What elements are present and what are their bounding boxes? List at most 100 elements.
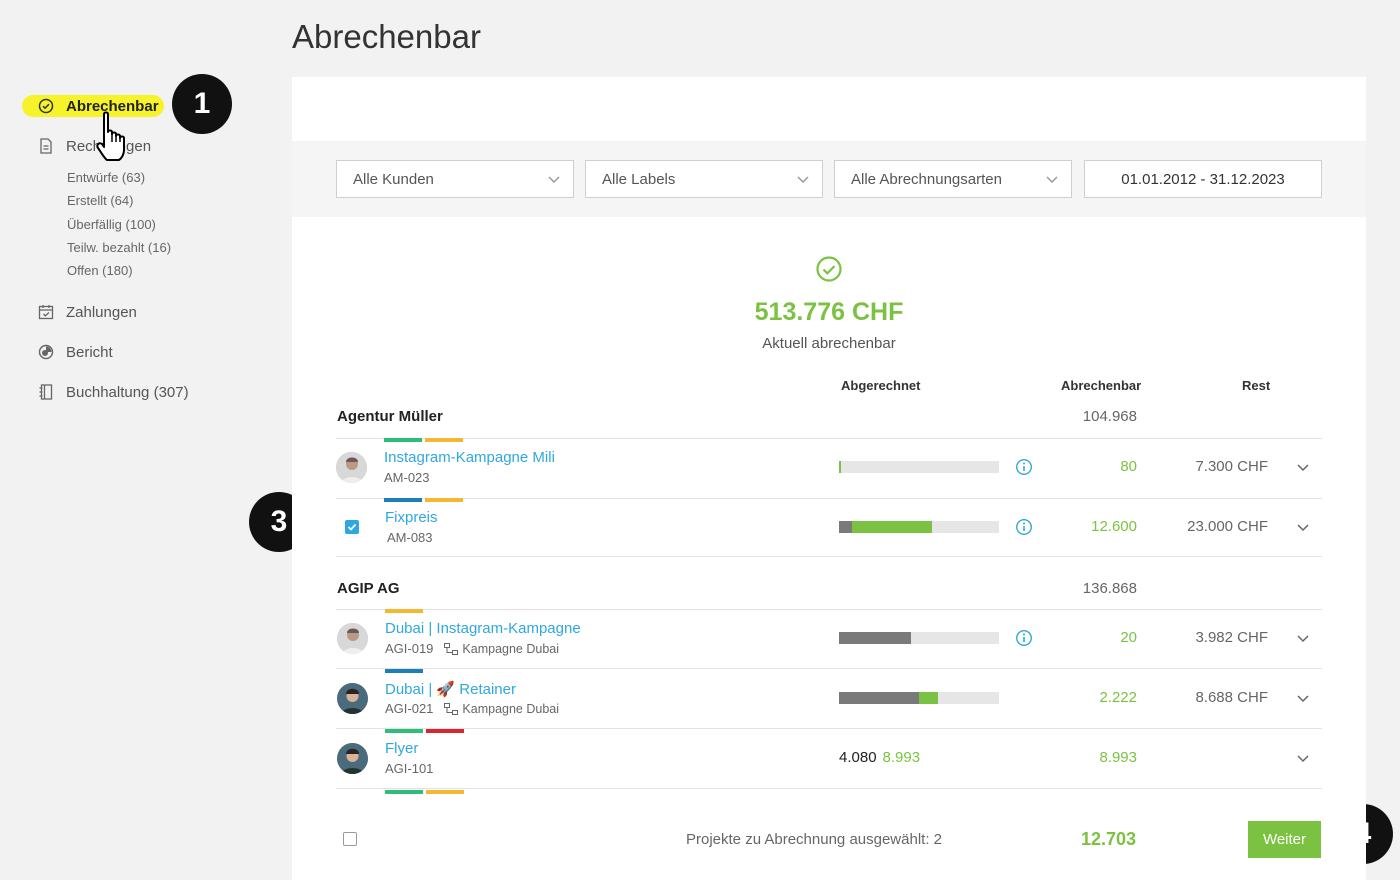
summary-caption: Aktuell abrechenbar xyxy=(762,335,896,352)
select-all-checkbox[interactable] xyxy=(343,832,357,846)
avatar xyxy=(337,623,368,654)
divider xyxy=(336,668,1322,669)
sidebar-subitem-ueberfaellig[interactable]: Überfällig (100) xyxy=(67,217,156,232)
project-tags xyxy=(384,438,463,442)
project-row[interactable]: Instagram-Kampagne Mili AM-023 80 7.300 … xyxy=(336,438,1322,496)
chevron-down-icon[interactable] xyxy=(1296,520,1310,534)
sidebar-item-bericht[interactable]: Bericht xyxy=(38,340,113,364)
rest-value: 23.000 CHF xyxy=(1187,518,1268,535)
label-filter-select[interactable]: Alle Labels xyxy=(585,160,823,198)
project-title-link[interactable]: Dubai | 🚀 Retainer xyxy=(385,681,516,698)
project-code-text: AGI-101 xyxy=(385,761,434,776)
hierarchy-icon xyxy=(444,642,459,655)
label-filter-value: Alle Labels xyxy=(602,170,676,188)
bar-billed-segment xyxy=(839,692,919,704)
project-checkbox[interactable] xyxy=(345,520,359,534)
project-row[interactable]: Fixpreis AM-083 12.600 23.000 CHF xyxy=(336,498,1322,556)
panel-header xyxy=(292,77,1366,141)
sidebar-subitem-teilw-bezahlt[interactable]: Teilw. bezahlt (16) xyxy=(67,240,172,255)
billing-type-filter-value: Alle Abrechnungsarten xyxy=(851,170,1002,188)
bar-billable-segment xyxy=(839,461,841,473)
billed-amount: 4.080 xyxy=(839,749,877,766)
project-row[interactable]: Dubai | 🚀 Retainer AGI-021 Kampagne Duba… xyxy=(336,669,1322,727)
sidebar-item-zahlungen[interactable]: Zahlungen xyxy=(38,300,137,324)
parent-project: Kampagne Dubai xyxy=(444,702,559,716)
progress-bar xyxy=(839,692,999,704)
billable-value: 12.600 xyxy=(1091,518,1137,535)
tag-color xyxy=(385,790,423,794)
project-title-link[interactable]: Fixpreis xyxy=(385,509,438,526)
selection-footer: Projekte zu Abrechnung ausgewählt: 2 12.… xyxy=(292,798,1366,880)
info-icon[interactable] xyxy=(1015,629,1033,647)
step-marker-1: 1 xyxy=(172,74,232,134)
billing-type-filter-select[interactable]: Alle Abrechnungsarten xyxy=(834,160,1072,198)
group-total: 104.968 xyxy=(1082,408,1137,425)
tag-color xyxy=(385,609,423,613)
customer-filter-select[interactable]: Alle Kunden xyxy=(336,160,574,198)
info-icon[interactable] xyxy=(1015,458,1033,476)
sidebar-item-abrechenbar[interactable]: Abrechenbar xyxy=(38,94,159,118)
info-icon[interactable] xyxy=(1015,518,1033,536)
tag-color xyxy=(426,790,464,794)
divider xyxy=(336,438,1322,439)
rest-value: 8.688 CHF xyxy=(1195,689,1268,706)
page-title: Abrechenbar xyxy=(292,18,481,55)
column-header-billable: Abrechenbar xyxy=(1061,378,1142,393)
divider xyxy=(336,498,1322,499)
group-name: Agentur Müller xyxy=(337,408,443,425)
parent-project-name: Kampagne Dubai xyxy=(462,701,560,716)
chevron-down-icon[interactable] xyxy=(1296,751,1310,765)
project-code: AGI-101 xyxy=(385,761,433,776)
project-title-link[interactable]: Flyer xyxy=(385,740,419,757)
sidebar-subitem-offen[interactable]: Offen (180) xyxy=(67,263,133,278)
summary: 513.776 CHF Aktuell abrechenbar xyxy=(292,255,1366,352)
chevron-down-icon[interactable] xyxy=(1296,691,1310,705)
chevron-down-icon xyxy=(797,176,809,184)
tag-color xyxy=(425,498,463,502)
project-row[interactable]: Dubai | Instagram-Kampagne AGI-019 Kampa… xyxy=(336,609,1322,667)
billed-billable-amount: 8.993 xyxy=(882,749,921,766)
check-circle-icon xyxy=(38,98,54,114)
tag-color xyxy=(425,438,463,442)
rest-value: 3.982 CHF xyxy=(1195,629,1268,646)
avatar xyxy=(337,683,368,714)
parent-project-name: Kampagne Dubai xyxy=(462,641,560,656)
chevron-down-icon xyxy=(548,176,560,184)
sidebar-subitem-erstellt[interactable]: Erstellt (64) xyxy=(67,193,134,208)
progress-bar xyxy=(839,461,999,473)
bar-billed-segment xyxy=(839,521,852,533)
selection-total: 12.703 xyxy=(1080,829,1136,849)
rest-value: 7.300 CHF xyxy=(1195,458,1268,475)
project-code: AGI-019 Kampagne Dubai xyxy=(385,641,559,656)
sidebar-subitem-entwuerfe[interactable]: Entwürfe (63) xyxy=(67,170,146,185)
chevron-down-icon[interactable] xyxy=(1296,460,1310,474)
divider xyxy=(336,788,1322,789)
chevron-down-icon[interactable] xyxy=(1296,631,1310,645)
project-tags xyxy=(384,498,463,502)
next-button[interactable]: Weiter xyxy=(1248,821,1321,858)
project-title-link[interactable]: Dubai | Instagram-Kampagne xyxy=(385,620,581,637)
project-tags xyxy=(385,609,423,613)
group-total: 136.868 xyxy=(1082,580,1137,597)
checkmark-icon xyxy=(347,523,357,531)
parent-project: Kampagne Dubai xyxy=(444,642,559,656)
billable-value: 20 xyxy=(1120,629,1137,646)
date-range-input[interactable]: 01.01.2012 - 31.12.2023 xyxy=(1084,160,1322,198)
active-highlight xyxy=(22,95,164,117)
sidebar-item-label: Zahlungen xyxy=(66,303,137,321)
project-row[interactable]: Flyer AGI-101 4.080 8.993 8.993 xyxy=(336,729,1322,787)
project-code: AM-083 xyxy=(387,530,433,545)
avatar xyxy=(336,452,367,483)
billable-value: 8.993 xyxy=(1099,749,1137,766)
progress-bar xyxy=(839,632,999,644)
pie-chart-icon xyxy=(38,344,54,360)
project-title-link[interactable]: Instagram-Kampagne Mili xyxy=(384,449,555,466)
column-header-rest: Rest xyxy=(1242,378,1271,393)
sidebar-item-buchhaltung[interactable]: Buchhaltung (307) xyxy=(38,380,189,404)
tag-color xyxy=(385,669,423,673)
divider xyxy=(336,728,1322,729)
ledger-icon xyxy=(38,384,54,400)
project-code: AGI-021 Kampagne Dubai xyxy=(385,701,559,716)
progress-bar xyxy=(839,521,999,533)
project-code: AM-023 xyxy=(384,470,430,485)
